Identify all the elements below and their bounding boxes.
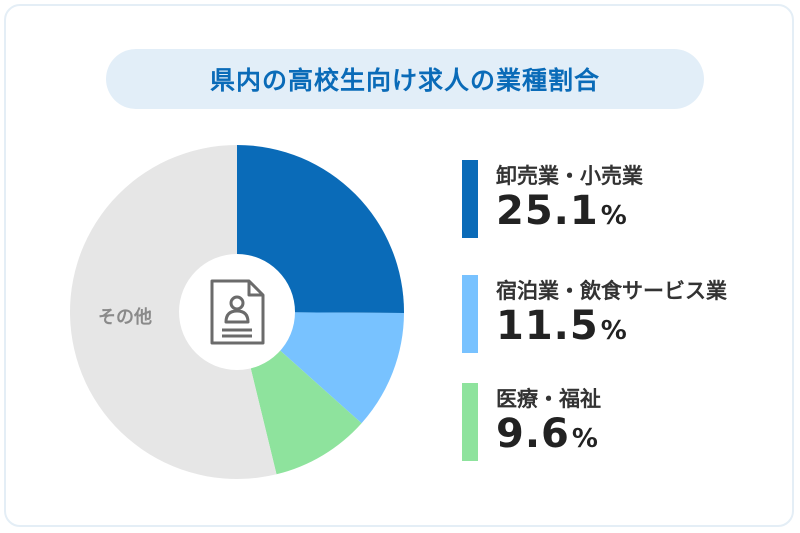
legend-unit-medical: % bbox=[571, 424, 598, 454]
legend-label-retail: 卸売業・小売業 bbox=[496, 164, 643, 188]
legend-swatch-medical bbox=[462, 383, 478, 461]
legend-number-medical: 9.6 bbox=[496, 411, 570, 457]
legend-label-medical: 医療・福祉 bbox=[496, 387, 601, 411]
slice-other bbox=[69, 145, 277, 479]
document-person-icon bbox=[210, 279, 265, 345]
title-banner: 県内の高校生向け求人の業種割合 bbox=[106, 49, 704, 109]
legend-label-hospitality: 宿泊業・飲食サービス業 bbox=[496, 279, 727, 303]
legend-value-retail: 25.1% bbox=[496, 188, 627, 234]
legend-swatch-hospitality bbox=[462, 275, 478, 353]
legend-value-medical: 9.6% bbox=[496, 411, 598, 457]
slice-retail bbox=[237, 145, 405, 314]
legend-unit-retail: % bbox=[600, 201, 627, 231]
legend-value-hospitality: 11.5% bbox=[496, 303, 627, 349]
legend-number-hospitality: 11.5 bbox=[496, 303, 599, 349]
slice-label-other: その他 bbox=[98, 306, 152, 328]
chart-title: 県内の高校生向け求人の業種割合 bbox=[209, 66, 600, 95]
legend-item-hospitality: 宿泊業・飲食サービス業 11.5% bbox=[462, 275, 782, 355]
legend-unit-hospitality: % bbox=[600, 316, 627, 346]
legend-item-medical: 医療・福祉 9.6% bbox=[462, 383, 782, 463]
legend-number-retail: 25.1 bbox=[496, 188, 599, 234]
legend-item-retail: 卸売業・小売業 25.1% bbox=[462, 160, 782, 240]
legend-swatch-retail bbox=[462, 160, 478, 238]
